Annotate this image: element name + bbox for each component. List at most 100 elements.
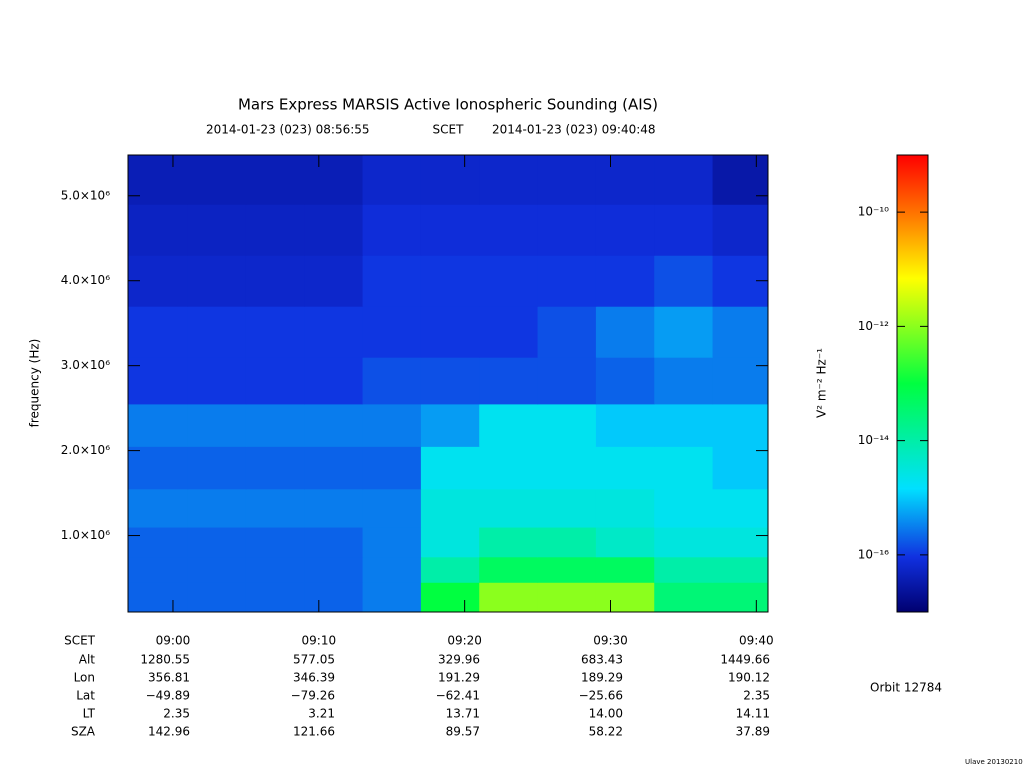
heatmap-cell xyxy=(128,446,189,490)
table-row-label: SCET xyxy=(64,634,96,648)
heatmap-cell xyxy=(479,582,539,613)
heatmap-cell xyxy=(595,357,655,405)
table-cell: −79.26 xyxy=(291,689,335,703)
heatmap-cell xyxy=(595,403,655,447)
heatmap-cell xyxy=(654,306,714,358)
heatmap-cell xyxy=(420,556,480,583)
heatmap-cell xyxy=(537,582,597,613)
heatmap-cell xyxy=(479,403,539,447)
heatmap-cell xyxy=(245,403,305,447)
heatmap-cell xyxy=(420,582,480,613)
heatmap-cell xyxy=(537,446,597,490)
heatmap-cell xyxy=(362,306,422,358)
heatmap-cell xyxy=(245,527,305,558)
colorbar-tick-label: 10⁻¹² xyxy=(858,319,889,333)
heatmap-cell xyxy=(654,204,714,256)
heatmap-cell xyxy=(362,446,422,490)
heatmap-cell xyxy=(537,357,597,405)
heatmap-cell xyxy=(304,488,364,528)
heatmap-cell xyxy=(479,446,539,490)
heatmap-cell xyxy=(187,446,247,490)
table-cell: 577.05 xyxy=(293,653,335,667)
heatmap-cell xyxy=(537,527,597,558)
heatmap-cell xyxy=(712,204,769,256)
heatmap-cell xyxy=(479,527,539,558)
table-cell: 13.71 xyxy=(446,707,480,721)
heatmap-cell xyxy=(362,527,422,558)
heatmap-cell xyxy=(595,582,655,613)
heatmap-cell xyxy=(128,488,189,528)
y-tick-label: 3.0×10⁶ xyxy=(61,358,110,372)
heatmap-cell xyxy=(595,155,655,205)
table-cell: 1280.55 xyxy=(140,653,190,667)
heatmap-cell xyxy=(420,446,480,490)
table-cell: 142.96 xyxy=(148,725,190,739)
heatmap-cell xyxy=(304,306,364,358)
table-row-label: Lon xyxy=(74,671,95,685)
x-tick-label: 09:40 xyxy=(739,634,774,648)
heatmap-cell xyxy=(304,556,364,583)
heatmap-cell xyxy=(537,155,597,205)
heatmap-cell xyxy=(420,204,480,256)
y-tick-label: 1.0×10⁶ xyxy=(61,528,110,542)
heatmap-cell xyxy=(304,527,364,558)
heatmap-cell xyxy=(654,582,714,613)
x-tick-label: 09:10 xyxy=(302,634,337,648)
plot-frame xyxy=(127,154,769,613)
heatmap-cell xyxy=(245,488,305,528)
table-cell: 356.81 xyxy=(148,671,190,685)
heatmap-cell xyxy=(479,556,539,583)
heatmap-cell xyxy=(187,403,247,447)
heatmap-cell xyxy=(128,155,189,205)
heatmap-cell xyxy=(712,556,769,583)
heatmap-cell xyxy=(187,255,247,307)
heatmap-cell xyxy=(654,446,714,490)
heatmap-cell xyxy=(304,446,364,490)
heatmap-cell xyxy=(595,204,655,256)
heatmap-cell xyxy=(304,357,364,405)
heatmap-cell xyxy=(654,556,714,583)
heatmap-cell xyxy=(304,582,364,613)
table-cell: 329.96 xyxy=(438,653,480,667)
heatmap-cell xyxy=(712,582,769,613)
y-tick-label: 4.0×10⁶ xyxy=(61,273,110,287)
colorbar-tick-label: 10⁻¹⁰ xyxy=(858,205,889,219)
heatmap-cell xyxy=(245,255,305,307)
heatmap-cell xyxy=(304,204,364,256)
heatmap-cell xyxy=(654,403,714,447)
heatmap-cell xyxy=(654,357,714,405)
heatmap-cell xyxy=(712,527,769,558)
table-cell: 121.66 xyxy=(293,725,335,739)
heatmap-cell xyxy=(187,306,247,358)
heatmap-cell xyxy=(128,357,189,405)
y-axis-label: frequency (Hz) xyxy=(28,339,42,428)
heatmap-cell xyxy=(245,155,305,205)
heatmap-cell xyxy=(712,488,769,528)
heatmap-cell xyxy=(245,357,305,405)
table-cell: 683.43 xyxy=(581,653,623,667)
heatmap-cell xyxy=(187,527,247,558)
heatmap-cell xyxy=(304,155,364,205)
heatmap-cell xyxy=(420,255,480,307)
heatmap-cell xyxy=(304,403,364,447)
heatmap-cell xyxy=(128,403,189,447)
table-cell: 1449.66 xyxy=(720,653,770,667)
table-cell: 346.39 xyxy=(293,671,335,685)
heatmap-cell xyxy=(654,255,714,307)
heatmap-cell xyxy=(420,527,480,558)
heatmap-cell xyxy=(595,527,655,558)
table-cell: −25.66 xyxy=(579,689,623,703)
table-cell: 190.12 xyxy=(728,671,770,685)
heatmap-cell xyxy=(595,488,655,528)
heatmap-cell xyxy=(712,357,769,405)
heatmap-cell xyxy=(128,527,189,558)
heatmap-cell xyxy=(128,582,189,613)
heatmap-cell xyxy=(362,255,422,307)
heatmap-cell xyxy=(537,556,597,583)
heatmap-cell xyxy=(712,155,769,205)
colorbar-tick-label: 10⁻¹⁶ xyxy=(858,547,889,561)
orbit-label: Orbit 12784 xyxy=(870,681,942,695)
heatmap-cell xyxy=(187,556,247,583)
heatmap-cell xyxy=(245,582,305,613)
